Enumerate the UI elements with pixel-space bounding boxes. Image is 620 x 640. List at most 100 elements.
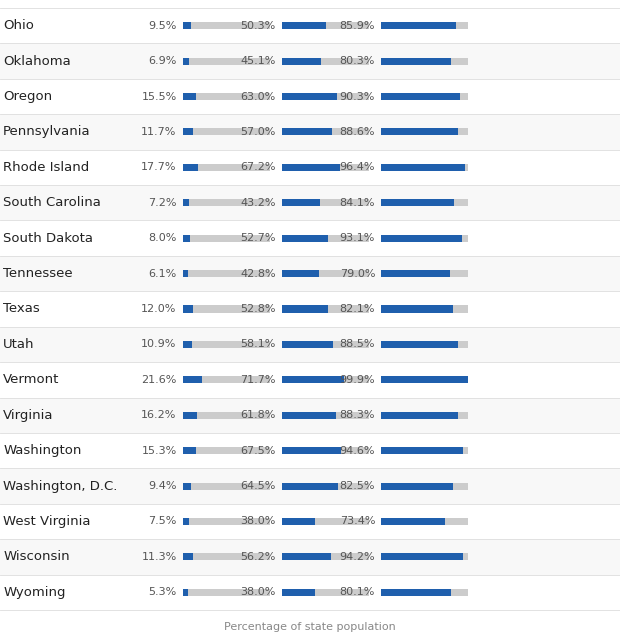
Bar bbox=[282, 589, 315, 596]
Bar bbox=[282, 589, 369, 596]
Bar bbox=[282, 129, 369, 136]
Bar bbox=[183, 58, 270, 65]
Bar bbox=[183, 341, 192, 348]
Bar bbox=[183, 164, 198, 171]
Text: 67.2%: 67.2% bbox=[241, 163, 276, 172]
Bar bbox=[282, 270, 369, 277]
Text: 11.7%: 11.7% bbox=[141, 127, 177, 137]
Bar bbox=[381, 270, 450, 277]
Bar bbox=[183, 412, 197, 419]
Text: West Virginia: West Virginia bbox=[3, 515, 91, 528]
FancyBboxPatch shape bbox=[0, 291, 620, 326]
Bar bbox=[381, 199, 454, 206]
FancyBboxPatch shape bbox=[0, 397, 620, 433]
Bar bbox=[381, 518, 445, 525]
Text: 43.2%: 43.2% bbox=[241, 198, 276, 208]
Bar bbox=[381, 412, 468, 419]
Text: Washington, D.C.: Washington, D.C. bbox=[3, 479, 117, 493]
Bar bbox=[381, 305, 453, 312]
Bar bbox=[183, 93, 197, 100]
Bar bbox=[282, 447, 369, 454]
Bar bbox=[183, 447, 196, 454]
Text: 94.2%: 94.2% bbox=[340, 552, 375, 562]
Bar bbox=[282, 235, 328, 242]
FancyBboxPatch shape bbox=[0, 433, 620, 468]
Text: 88.3%: 88.3% bbox=[340, 410, 375, 420]
Bar bbox=[282, 412, 336, 419]
Text: 79.0%: 79.0% bbox=[340, 269, 375, 278]
Bar bbox=[183, 305, 193, 312]
Bar bbox=[381, 447, 468, 454]
Text: 21.6%: 21.6% bbox=[141, 375, 177, 385]
Bar bbox=[282, 22, 369, 29]
Bar bbox=[381, 554, 463, 561]
Text: 45.1%: 45.1% bbox=[241, 56, 276, 66]
Text: 9.5%: 9.5% bbox=[148, 20, 177, 31]
Bar bbox=[381, 164, 465, 171]
Text: 56.2%: 56.2% bbox=[241, 552, 276, 562]
Bar bbox=[282, 447, 341, 454]
Bar bbox=[183, 58, 189, 65]
Text: 11.3%: 11.3% bbox=[141, 552, 177, 562]
Text: 52.8%: 52.8% bbox=[241, 304, 276, 314]
Bar bbox=[183, 129, 270, 136]
Bar bbox=[183, 412, 270, 419]
Text: Texas: Texas bbox=[3, 303, 40, 316]
Bar bbox=[282, 483, 369, 490]
FancyBboxPatch shape bbox=[0, 8, 620, 44]
Bar bbox=[381, 412, 458, 419]
Bar bbox=[381, 129, 468, 136]
Text: Oregon: Oregon bbox=[3, 90, 52, 103]
Bar bbox=[282, 305, 369, 312]
Text: 73.4%: 73.4% bbox=[340, 516, 375, 527]
Bar bbox=[282, 412, 369, 419]
Text: 80.3%: 80.3% bbox=[340, 56, 375, 66]
Bar bbox=[183, 554, 270, 561]
FancyBboxPatch shape bbox=[0, 362, 620, 397]
Bar bbox=[183, 129, 193, 136]
Text: 15.3%: 15.3% bbox=[141, 445, 177, 456]
Text: 42.8%: 42.8% bbox=[241, 269, 276, 278]
Text: 84.1%: 84.1% bbox=[340, 198, 375, 208]
Bar bbox=[183, 270, 188, 277]
Text: 57.0%: 57.0% bbox=[241, 127, 276, 137]
Bar bbox=[381, 376, 468, 383]
Text: 15.5%: 15.5% bbox=[141, 92, 177, 102]
Bar bbox=[381, 589, 451, 596]
Text: Wisconsin: Wisconsin bbox=[3, 550, 69, 563]
FancyBboxPatch shape bbox=[0, 185, 620, 220]
Text: 80.1%: 80.1% bbox=[340, 588, 375, 597]
Bar bbox=[282, 483, 338, 490]
Text: 99.9%: 99.9% bbox=[340, 375, 375, 385]
Bar bbox=[183, 235, 270, 242]
Text: Vermont: Vermont bbox=[3, 373, 60, 387]
Text: 9.4%: 9.4% bbox=[148, 481, 177, 491]
Text: 38.0%: 38.0% bbox=[241, 516, 276, 527]
Bar bbox=[381, 376, 468, 383]
Text: South Dakota: South Dakota bbox=[3, 232, 93, 244]
Bar bbox=[282, 305, 328, 312]
Bar bbox=[381, 58, 451, 65]
Bar bbox=[183, 518, 190, 525]
Bar bbox=[282, 199, 319, 206]
Bar bbox=[282, 518, 315, 525]
Bar bbox=[183, 199, 270, 206]
FancyBboxPatch shape bbox=[0, 220, 620, 256]
FancyBboxPatch shape bbox=[0, 79, 620, 114]
Text: 5.3%: 5.3% bbox=[148, 588, 177, 597]
Text: 10.9%: 10.9% bbox=[141, 339, 177, 349]
Bar bbox=[183, 22, 270, 29]
FancyBboxPatch shape bbox=[0, 44, 620, 79]
Bar bbox=[183, 483, 270, 490]
Bar bbox=[282, 58, 369, 65]
Text: 58.1%: 58.1% bbox=[241, 339, 276, 349]
Bar bbox=[282, 341, 332, 348]
Bar bbox=[183, 305, 270, 312]
FancyBboxPatch shape bbox=[0, 114, 620, 150]
Bar bbox=[183, 164, 270, 171]
FancyBboxPatch shape bbox=[0, 575, 620, 610]
Bar bbox=[183, 589, 187, 596]
Bar bbox=[183, 199, 189, 206]
Bar bbox=[183, 376, 270, 383]
Bar bbox=[282, 341, 369, 348]
